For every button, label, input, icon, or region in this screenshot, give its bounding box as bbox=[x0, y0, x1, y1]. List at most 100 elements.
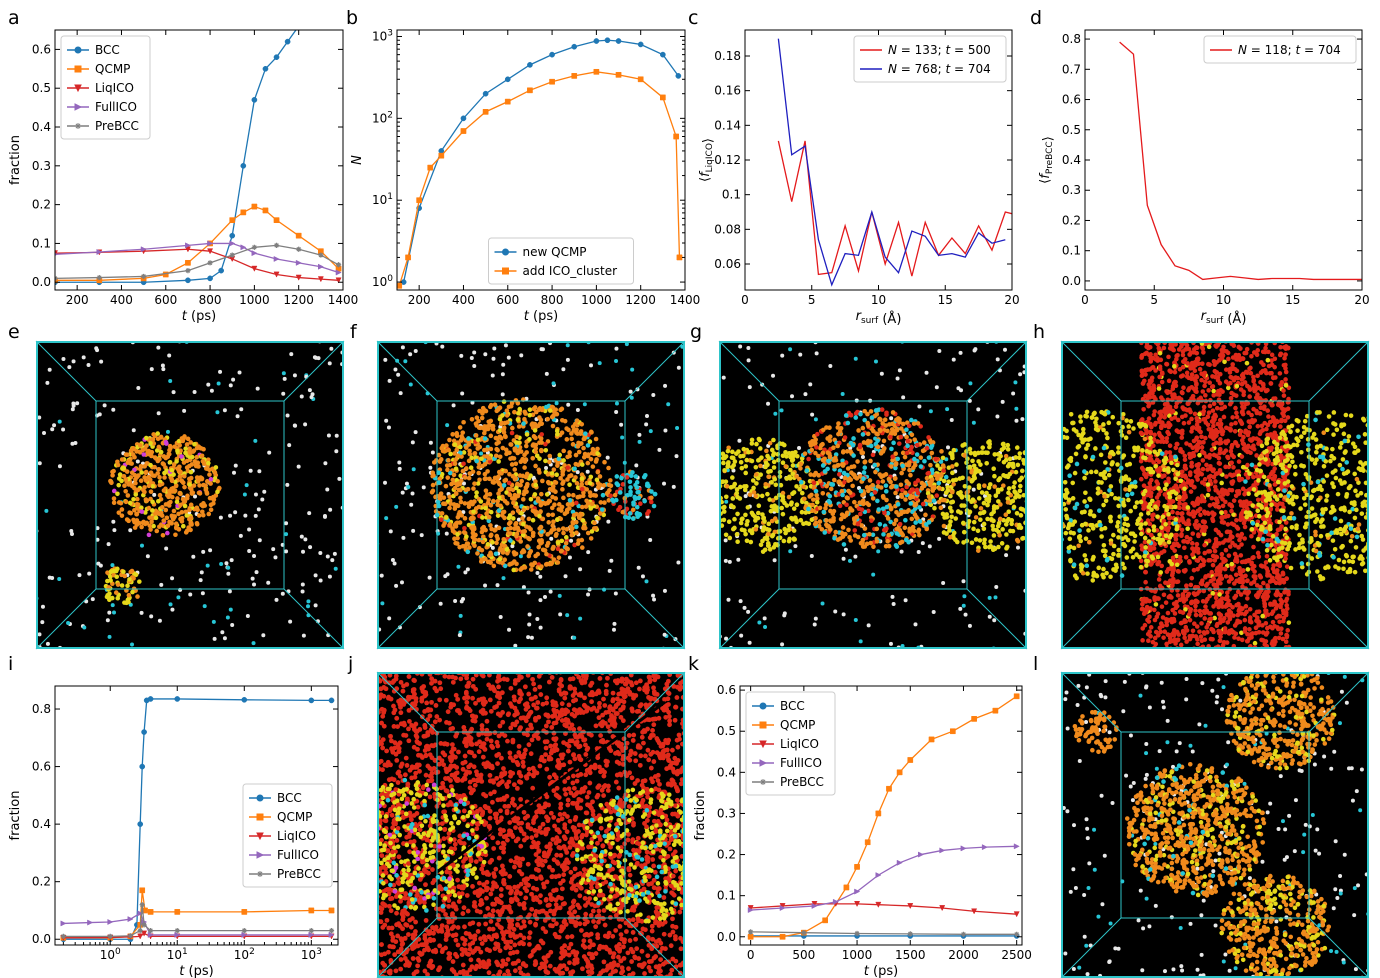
atom bbox=[833, 529, 839, 535]
atom bbox=[532, 428, 538, 433]
atom bbox=[786, 527, 791, 533]
data-point bbox=[174, 928, 180, 934]
atom bbox=[561, 530, 566, 536]
atom bbox=[1211, 423, 1216, 429]
data-point bbox=[822, 917, 828, 924]
atom bbox=[217, 485, 222, 491]
atom bbox=[329, 346, 334, 351]
atom bbox=[897, 419, 902, 425]
atom bbox=[713, 462, 718, 467]
data-point bbox=[308, 931, 315, 938]
atom bbox=[585, 530, 591, 536]
atom bbox=[791, 528, 797, 533]
atom bbox=[995, 357, 1000, 362]
atom bbox=[1173, 537, 1179, 542]
atom bbox=[453, 466, 459, 472]
atom bbox=[1152, 432, 1157, 438]
x-tick-label: 1000 bbox=[581, 293, 612, 307]
atom bbox=[564, 535, 569, 540]
atom bbox=[784, 503, 790, 508]
atom bbox=[594, 515, 600, 521]
atom bbox=[951, 357, 956, 362]
atom bbox=[579, 472, 585, 478]
legend-marker bbox=[256, 794, 264, 802]
atom bbox=[973, 469, 978, 475]
atom bbox=[850, 483, 855, 489]
legend-label: LiqICO bbox=[780, 737, 819, 751]
atom bbox=[219, 562, 224, 567]
atom bbox=[143, 478, 149, 483]
atom bbox=[171, 390, 176, 395]
atom bbox=[561, 367, 566, 372]
atom bbox=[709, 511, 714, 516]
atom bbox=[958, 606, 963, 611]
atom bbox=[962, 483, 968, 489]
atom bbox=[1003, 453, 1009, 459]
atom bbox=[141, 519, 146, 525]
atom bbox=[588, 506, 594, 511]
atom bbox=[843, 547, 848, 552]
atom bbox=[971, 526, 976, 532]
data-point bbox=[549, 51, 555, 58]
atom bbox=[920, 448, 926, 454]
atom bbox=[538, 491, 544, 497]
atom bbox=[1234, 602, 1239, 608]
legend-box bbox=[242, 783, 333, 888]
atom bbox=[749, 458, 755, 464]
atom bbox=[663, 428, 668, 433]
atom bbox=[284, 521, 289, 526]
atom bbox=[578, 567, 583, 572]
atom bbox=[981, 500, 987, 506]
atom bbox=[915, 421, 921, 426]
atom bbox=[61, 357, 66, 362]
atom bbox=[257, 469, 262, 474]
atom bbox=[462, 475, 468, 480]
atom bbox=[890, 457, 895, 463]
atom bbox=[514, 485, 519, 491]
x-tick-label: 2500 bbox=[1001, 948, 1032, 962]
atom bbox=[1000, 399, 1005, 404]
atom bbox=[585, 501, 591, 506]
atom bbox=[878, 428, 883, 434]
atom bbox=[967, 509, 973, 515]
atom bbox=[611, 627, 616, 632]
legend-label: LiqICO bbox=[95, 81, 134, 95]
atom bbox=[488, 433, 494, 439]
atom bbox=[301, 549, 306, 554]
atom bbox=[163, 507, 169, 513]
atom bbox=[1283, 639, 1289, 645]
atom bbox=[797, 487, 802, 492]
atom bbox=[473, 433, 479, 438]
y-axis-label: fraction bbox=[8, 135, 23, 185]
atom bbox=[1159, 604, 1165, 609]
atom bbox=[844, 449, 850, 454]
atom bbox=[709, 485, 714, 490]
atom bbox=[855, 521, 861, 527]
atom bbox=[453, 599, 458, 604]
atom bbox=[228, 513, 233, 518]
atom bbox=[152, 455, 158, 460]
data-point bbox=[460, 115, 467, 122]
atom bbox=[148, 462, 153, 468]
atom bbox=[569, 431, 574, 436]
atom bbox=[832, 477, 837, 483]
atom bbox=[167, 447, 172, 453]
atom bbox=[888, 506, 894, 512]
atom bbox=[446, 447, 452, 453]
atom bbox=[206, 511, 212, 517]
atom bbox=[951, 530, 957, 536]
atom bbox=[906, 463, 912, 468]
atom bbox=[571, 492, 576, 498]
data-point bbox=[317, 276, 324, 283]
atom bbox=[853, 618, 858, 623]
atom bbox=[1014, 510, 1020, 516]
atom bbox=[860, 544, 866, 549]
atom bbox=[888, 479, 893, 485]
atom bbox=[477, 477, 482, 483]
atom bbox=[125, 452, 130, 457]
atom bbox=[634, 485, 640, 490]
atom bbox=[813, 450, 818, 456]
atom bbox=[1011, 464, 1016, 470]
y-tick-label: 0.0 bbox=[1062, 274, 1081, 288]
